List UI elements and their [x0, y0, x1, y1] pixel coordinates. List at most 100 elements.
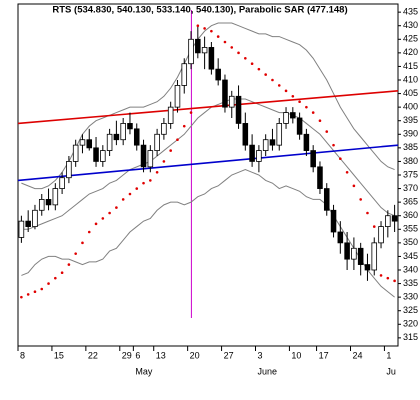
y-tick-label: 320 [403, 319, 418, 329]
sar-dot [115, 206, 118, 209]
x-tick-label: 13 [156, 350, 166, 360]
sar-dot [271, 78, 274, 82]
sar-dot [284, 89, 288, 93]
candle-body [235, 95, 242, 124]
x-tick-label: 6 [135, 350, 140, 360]
candle-body [38, 199, 45, 211]
sar-dot [40, 287, 44, 291]
candle-body [208, 47, 215, 70]
sar-dot [74, 252, 77, 256]
candle-body [256, 150, 262, 162]
candle-body [127, 123, 133, 130]
sar-dot [101, 217, 105, 220]
candle-body [357, 247, 364, 265]
candle-body [52, 188, 59, 206]
y-tick-label: 390 [403, 129, 418, 139]
y-tick-label: 410 [403, 74, 418, 84]
sar-dot [108, 211, 111, 215]
candle-body [364, 264, 371, 271]
sar-dot [47, 282, 50, 285]
month-label: June [258, 366, 278, 376]
candle-body [161, 123, 167, 135]
sar-dot [339, 157, 342, 161]
y-tick-label: 365 [403, 197, 418, 207]
y-tick-label: 370 [403, 183, 418, 193]
candle-body [120, 123, 126, 141]
candle-body [154, 133, 160, 151]
sar-dot [352, 184, 356, 188]
trendline [17, 144, 399, 182]
candle-body [330, 209, 337, 233]
candle-body [296, 117, 303, 135]
candle-body [378, 226, 384, 244]
sar-dot [121, 198, 125, 201]
sar-dot [244, 56, 247, 60]
band-middle [21, 98, 395, 230]
y-tick-label: 395 [403, 115, 418, 125]
y-tick-label: 425 [403, 34, 418, 44]
candle-body [45, 199, 52, 206]
sar-dot [210, 29, 213, 33]
candle-body [323, 188, 330, 211]
y-tick-label: 330 [403, 292, 418, 302]
sar-dot [379, 274, 383, 277]
sar-dot [311, 111, 315, 114]
sar-dot [135, 187, 139, 190]
candle-body [228, 95, 235, 108]
candle-body [72, 144, 79, 162]
y-tick-label: 345 [403, 251, 418, 261]
y-tick-label: 315 [403, 332, 418, 342]
sar-dot [264, 73, 267, 76]
candle-body [79, 139, 86, 146]
sar-dot [20, 295, 23, 299]
sar-dot [216, 35, 220, 38]
sar-dot [291, 94, 295, 98]
candle-body [269, 139, 276, 146]
candle-body [106, 133, 113, 151]
x-tick-label: 24 [353, 350, 363, 360]
candle-body [201, 47, 208, 54]
month-label: Ju [386, 366, 396, 376]
candle-body [140, 144, 147, 168]
candle-body [351, 247, 357, 260]
y-tick-label: 400 [403, 102, 418, 112]
sar-dot [325, 130, 329, 133]
sar-dot [81, 241, 84, 245]
sar-dot [372, 225, 376, 228]
sar-dot [318, 119, 322, 123]
candle-body [391, 215, 398, 222]
sar-dot [67, 263, 71, 266]
y-tick-label: 430 [403, 20, 418, 30]
candle-body [167, 106, 174, 124]
sar-dot [223, 40, 227, 44]
sar-dot [128, 192, 132, 196]
candle-body [18, 220, 25, 238]
sar-dot [237, 51, 240, 55]
y-tick-label: 415 [403, 61, 418, 71]
y-tick-label: 335 [403, 278, 418, 288]
candle-body [32, 209, 38, 227]
sar-dot [345, 170, 349, 174]
sar-dot [196, 24, 200, 28]
sar-dot [277, 84, 281, 87]
candle-body [262, 139, 269, 151]
candle-body [242, 123, 249, 146]
y-tick-label: 375 [403, 169, 418, 179]
candle-body [337, 231, 344, 244]
candle-body [276, 123, 283, 146]
sar-dot [257, 67, 261, 71]
candle-body [100, 150, 106, 162]
sar-dot [203, 27, 206, 30]
sar-dot [332, 143, 335, 147]
band-upper [21, 22, 395, 190]
y-tick-label: 350 [403, 237, 418, 247]
candle-body [344, 242, 350, 260]
candle-body [303, 133, 310, 151]
sar-dot [250, 62, 254, 66]
sar-dot [359, 198, 362, 201]
sar-dot [298, 100, 301, 104]
y-tick-label: 340 [403, 264, 418, 274]
candle-body [147, 150, 154, 168]
